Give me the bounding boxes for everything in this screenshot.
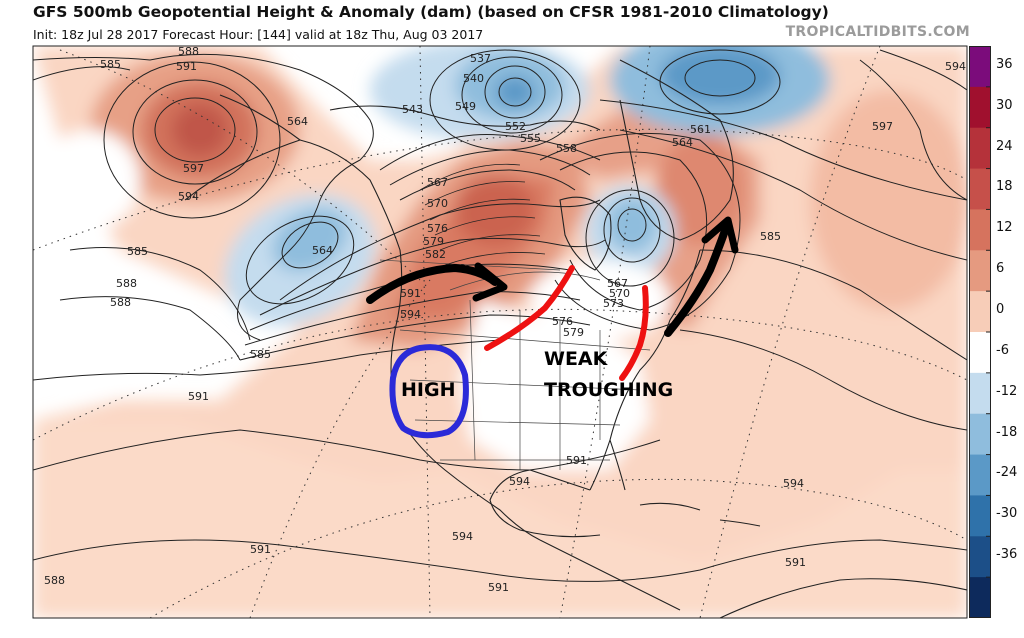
colorbar-swatch (969, 577, 991, 618)
contour-label: 570 (609, 287, 630, 300)
contour-label: 597 (872, 120, 893, 133)
colorbar-swatch (969, 372, 991, 415)
colorbar-tick-label: 12 (996, 220, 1013, 236)
contour-label: 585 (100, 58, 121, 71)
colorbar-swatch (969, 86, 991, 129)
contour-label: 585 (760, 230, 781, 243)
contour-label: 558 (556, 142, 577, 155)
height-contours (33, 49, 967, 582)
colorbar (969, 46, 991, 618)
colorbar-tick-label: -24 (996, 465, 1018, 481)
anomaly-shading (33, 46, 967, 618)
east-coast-flow-arrow (664, 221, 731, 337)
colorbar-tick-label: -12 (996, 383, 1018, 399)
contour-label: 540 (463, 72, 484, 85)
colorbar-swatch (969, 209, 991, 251)
contour-label: 588 (178, 45, 199, 58)
contour-label: 570 (427, 197, 448, 210)
contour-label: 555 (520, 132, 541, 145)
contour-label: 537 (470, 52, 491, 65)
high-label: HIGH (401, 379, 455, 401)
contour-label: 588 (116, 277, 137, 290)
contour-label: 549 (455, 100, 476, 113)
contour-label: 561 (690, 123, 711, 136)
contour-label: 594 (178, 190, 199, 203)
colorbar-tick-label: -6 (996, 342, 1009, 358)
contour-label: 582 (425, 248, 446, 261)
contour-label: 585 (250, 348, 271, 361)
contour-labels: 585 588 591 597 594 564 564 543 549 537 … (44, 45, 966, 594)
colorbar-swatch (969, 168, 991, 210)
contour-label: 564 (672, 136, 693, 149)
ridge-arrow-head (472, 262, 508, 302)
trough-axis-line (619, 285, 649, 381)
contour-label: 591 (488, 581, 509, 594)
colorbar-tick-label: 24 (996, 138, 1013, 154)
colorbar-tick-label: 18 (996, 179, 1013, 195)
contour-label: 576 (552, 315, 573, 328)
annotations: HIGH WEAK TROUGHING (366, 216, 739, 439)
contour-label: 591 (400, 287, 421, 300)
colorbar-tick-label: 30 (996, 97, 1013, 113)
colorbar-swatch (969, 46, 991, 88)
map-frame (32, 45, 968, 619)
contour-label: 576 (427, 222, 448, 235)
colorbar-tick-label: 36 (996, 56, 1013, 72)
contour-label: 594 (783, 477, 804, 490)
contour-label: 591 (566, 454, 587, 467)
contour-label: 579 (563, 326, 584, 339)
state-borders (379, 259, 651, 470)
east-coast-arrow-head (701, 216, 739, 254)
colorbar-swatch (969, 250, 991, 292)
contour-label: 591 (176, 60, 197, 73)
contour-label: 588 (110, 296, 131, 309)
weak-label: WEAK (544, 348, 609, 370)
colorbar-swatch (969, 536, 991, 578)
chart-title: GFS 500mb Geopotential Height & Anomaly … (33, 3, 829, 21)
colorbar-tick-label: -30 (996, 506, 1018, 522)
contour-label: 552 (505, 120, 526, 133)
colorbar-swatch (969, 332, 991, 374)
contour-label: 594 (509, 475, 530, 488)
ridge-contours (419, 163, 546, 266)
contour-label: 567 (607, 277, 628, 290)
contour-label: 543 (402, 103, 423, 116)
colorbar-tick-label: 0 (996, 302, 1005, 317)
colorbar-swatch (969, 127, 991, 170)
contour-label: 594 (400, 308, 421, 321)
contour-label: 588 (44, 574, 65, 587)
colorbar-tick-label: 6 (996, 261, 1005, 277)
contour-label: 567 (427, 176, 448, 189)
colorbar-swatch (969, 495, 991, 537)
contour-label: 591 (785, 556, 806, 569)
contour-label: 573 (603, 297, 624, 310)
contour-label: 597 (183, 162, 204, 175)
source-credit[interactable]: TROPICALTIDBITS.COM (785, 24, 970, 40)
contour-label: 594 (452, 530, 473, 543)
chart-subtitle: Init: 18z Jul 28 2017 Forecast Hour: [14… (33, 27, 484, 42)
colorbar-swatch (969, 454, 991, 496)
high-circle (389, 344, 469, 439)
colorbar-swatch (969, 413, 991, 456)
map-panel: 585 588 591 597 594 564 564 543 549 537 … (33, 45, 967, 618)
contour-label: 585 (127, 245, 148, 258)
contour-label: 591 (188, 390, 209, 403)
colorbar-tick-label: -18 (996, 424, 1018, 440)
contour-label: 579 (423, 235, 444, 248)
troughing-label: TROUGHING (544, 379, 673, 401)
colorbar-tick-label: -36 (996, 547, 1018, 563)
contour-label: 591 (250, 543, 271, 556)
contour-label: 564 (287, 115, 308, 128)
trough-axis-line (484, 265, 575, 351)
coastlines (184, 59, 967, 618)
colorbar-swatch (969, 291, 991, 333)
contour-label: 594 (945, 60, 966, 73)
contour-label: 564 (312, 244, 333, 257)
